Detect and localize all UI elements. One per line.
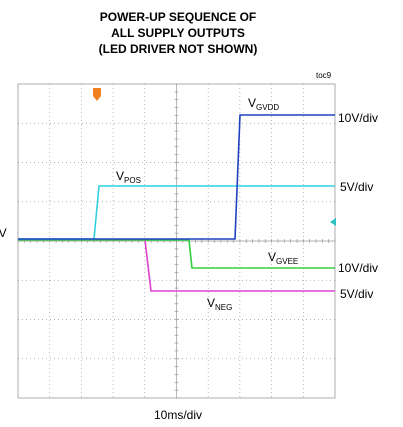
scope-frame bbox=[17, 83, 336, 399]
trace-label: VNEG bbox=[207, 296, 232, 312]
level-marker bbox=[330, 218, 336, 226]
scale-label: 5V/div bbox=[340, 287, 373, 301]
figure-id: toc9 bbox=[316, 71, 332, 80]
title-line: POWER-UP SEQUENCE OF bbox=[100, 10, 256, 24]
trace-gvee bbox=[18, 239, 335, 269]
title-line: (LED DRIVER NOT SHOWN) bbox=[99, 42, 258, 56]
scale-label: 10V/div bbox=[338, 111, 378, 125]
trace-label: VPOS bbox=[116, 169, 141, 185]
trace-label: VGVEE bbox=[268, 250, 298, 266]
trace-label: VGVDD bbox=[248, 96, 279, 112]
scale-label: 10V/div bbox=[338, 261, 378, 275]
time-scale: 10ms/div bbox=[154, 408, 202, 422]
scale-label: 5V/div bbox=[340, 180, 373, 194]
trigger-marker bbox=[93, 88, 101, 101]
scope-grid bbox=[17, 83, 336, 399]
title-line: ALL SUPPLY OUTPUTS bbox=[111, 26, 245, 40]
trace-gvdd bbox=[18, 114, 335, 240]
ground-label: 0V bbox=[0, 226, 7, 240]
